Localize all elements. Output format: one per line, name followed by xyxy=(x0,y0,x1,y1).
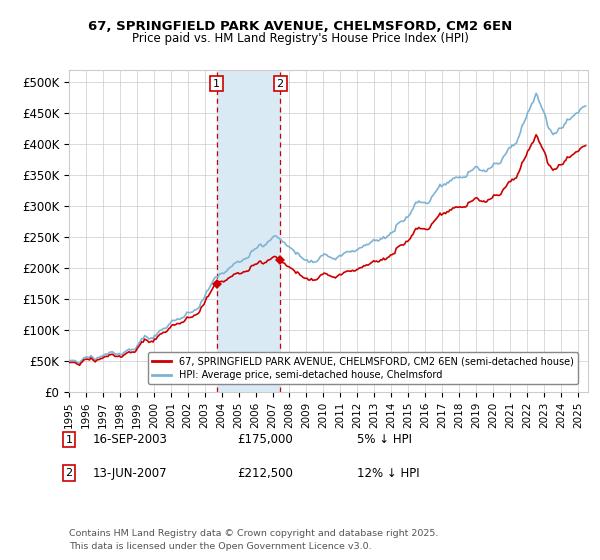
Text: 16-SEP-2003: 16-SEP-2003 xyxy=(93,433,168,446)
Text: £175,000: £175,000 xyxy=(237,433,293,446)
Text: 1: 1 xyxy=(213,78,220,88)
Text: 67, SPRINGFIELD PARK AVENUE, CHELMSFORD, CM2 6EN: 67, SPRINGFIELD PARK AVENUE, CHELMSFORD,… xyxy=(88,20,512,32)
Text: 2: 2 xyxy=(277,78,284,88)
Text: 12% ↓ HPI: 12% ↓ HPI xyxy=(357,466,419,480)
Text: Price paid vs. HM Land Registry's House Price Index (HPI): Price paid vs. HM Land Registry's House … xyxy=(131,32,469,45)
Text: 1: 1 xyxy=(65,435,73,445)
Text: 13-JUN-2007: 13-JUN-2007 xyxy=(93,466,167,480)
Text: 5% ↓ HPI: 5% ↓ HPI xyxy=(357,433,412,446)
Text: 2: 2 xyxy=(65,468,73,478)
Text: £212,500: £212,500 xyxy=(237,466,293,480)
Text: Contains HM Land Registry data © Crown copyright and database right 2025.
This d: Contains HM Land Registry data © Crown c… xyxy=(69,529,439,550)
Bar xyxy=(217,70,280,392)
Legend: 67, SPRINGFIELD PARK AVENUE, CHELMSFORD, CM2 6EN (semi-detached house), HPI: Ave: 67, SPRINGFIELD PARK AVENUE, CHELMSFORD,… xyxy=(148,352,578,384)
